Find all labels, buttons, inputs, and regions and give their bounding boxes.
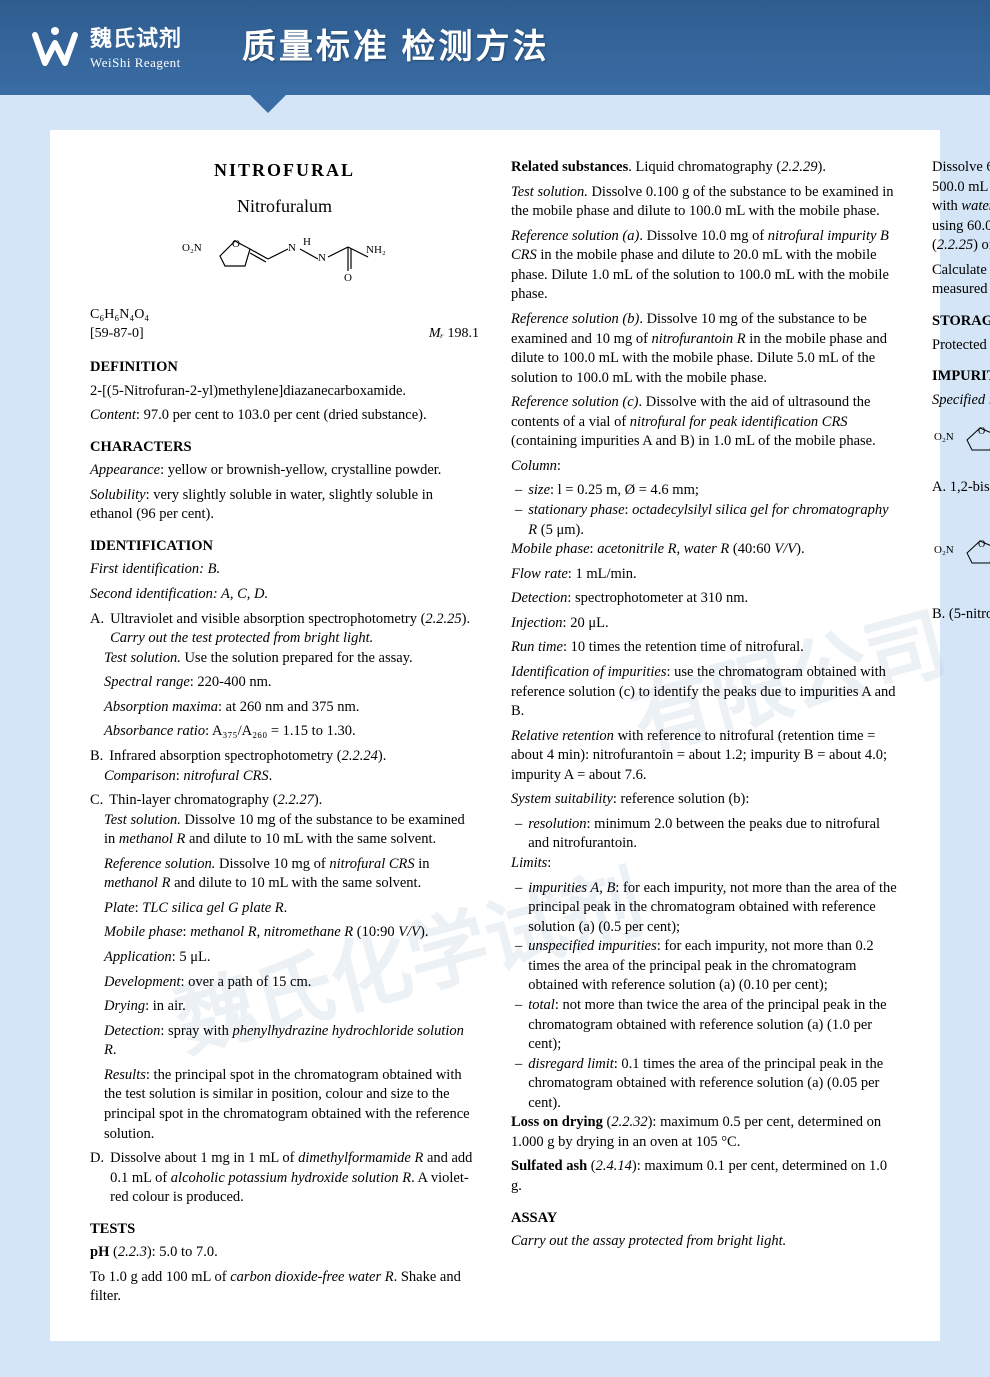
imp-b-name: B. (5-nitrofuran-2-yl)methylene diacetat…	[932, 605, 990, 625]
system-suit: System suitability: reference solution (…	[511, 790, 900, 810]
definition-heading: DEFINITION	[90, 358, 479, 378]
assay-calc: Calculate the content of C₆H₆N₄O₄ from t…	[932, 261, 990, 300]
svg-text:N: N	[288, 242, 296, 254]
id-c-mobile: Mobile phase: methanol R, nitromethane R…	[104, 923, 479, 943]
assay-heading: ASSAY	[511, 1209, 900, 1229]
limit-total: –total: not more than twice the area of …	[515, 996, 900, 1055]
ph: pH (2.2.3): 5.0 to 7.0.	[90, 1243, 479, 1263]
impurities-heading: IMPURITIES	[932, 367, 990, 387]
page-wrap: 魏氏化学试剂 有限公司 NITROFURAL Nitrofuralum O₂N …	[0, 95, 990, 1371]
id-a-max: Absorption maxima: at 260 nm and 375 nm.	[104, 698, 479, 718]
id-c-det: Detection: spray with phenylhydrazine hy…	[104, 1022, 479, 1061]
svg-text:O₂N: O₂N	[182, 242, 202, 254]
imp-spec: Specified impurities: A, B.	[932, 391, 990, 411]
definition-content: Content: 97.0 per cent to 103.0 per cent…	[90, 406, 479, 426]
logo-area: 魏氏试剂 WeiShi Reagent	[30, 23, 182, 73]
limit-disregard: –disregard limit: 0.1 times the area of …	[515, 1055, 900, 1114]
run-time: Run time: 10 times the retention time of…	[511, 638, 900, 658]
rel-retention: Relative retention with reference to nit…	[511, 727, 900, 786]
loss-on-drying: Loss on drying (2.2.32): maximum 0.5 per…	[511, 1113, 900, 1152]
svg-text:O: O	[232, 238, 240, 250]
imp-a-name: A. 1,2-bis[(5-nitrofuran-2-yl)methyliden…	[932, 478, 990, 498]
cas-number: [59-87-0]	[90, 326, 144, 341]
ref-sol-c: Reference solution (c). Dissolve with th…	[511, 393, 900, 452]
test-solution: Test solution. Dissolve 0.100 g of the s…	[511, 183, 900, 222]
id-c-res: Results: the principal spot in the chrom…	[104, 1066, 479, 1144]
content-columns: NITROFURAL Nitrofuralum O₂N O N H N NH₂	[90, 158, 900, 1313]
svg-text:O: O	[978, 426, 985, 437]
svg-text:O: O	[978, 539, 985, 550]
svg-text:O₂N: O₂N	[934, 544, 954, 556]
structure-impurity-a: O₂N O N N O NO₂	[932, 418, 990, 470]
page: 魏氏化学试剂 有限公司 NITROFURAL Nitrofuralum O₂N …	[50, 130, 940, 1341]
column-label: Column:	[511, 457, 900, 477]
ref-sol-b: Reference solution (b). Dissolve 10 mg o…	[511, 310, 900, 388]
svg-text:O₂N: O₂N	[934, 431, 954, 443]
detection: Detection: spectrophotometer at 310 nm.	[511, 589, 900, 609]
assay-carry: Carry out the assay protected from brigh…	[511, 1232, 900, 1252]
title-sub: Nitrofuralum	[90, 194, 479, 218]
resolution: –resolution: minimum 2.0 between the pea…	[515, 815, 900, 854]
injection: Injection: 20 μL.	[511, 614, 900, 634]
header-pointer	[250, 95, 286, 113]
id-a-spec: Spectral range: 220-400 nm.	[104, 673, 479, 693]
id-impurities: Identification of impurities: use the ch…	[511, 663, 900, 722]
flow-rate: Flow rate: 1 mL/min.	[511, 565, 900, 585]
assay-prep: Dissolve 60.0 mg in 20 mL of dimethylfor…	[932, 158, 990, 256]
structure-main: O₂N O N H N NH₂ O	[90, 231, 479, 293]
logo-text: 魏氏试剂 WeiShi Reagent	[90, 24, 182, 71]
svg-text:NH₂: NH₂	[366, 244, 386, 256]
mobile-phase: Mobile phase: acetonitrile R, water R (4…	[511, 540, 900, 560]
svg-text:O: O	[344, 272, 352, 284]
id-c: C.Thin-layer chromatography (2.2.27).	[90, 791, 479, 811]
id-b-comp: Comparison: nitrofural CRS.	[104, 767, 479, 787]
identification-heading: IDENTIFICATION	[90, 537, 479, 557]
limit-ab: –impurities A, B: for each impurity, not…	[515, 879, 900, 938]
id-c-ts: Test solution. Dissolve 10 mg of the sub…	[104, 811, 479, 850]
characters-heading: CHARACTERS	[90, 438, 479, 458]
ref-sol-a: Reference solution (a). Dissolve 10.0 mg…	[511, 227, 900, 305]
header-title: 质量标准 检测方法	[242, 25, 550, 71]
id-a-ts: Test solution. Use the solution prepared…	[104, 649, 479, 669]
formula-cas: C₆H₆N₄O₄ [59-87-0]	[90, 306, 149, 344]
id-c-dev: Development: over a path of 15 cm.	[104, 973, 479, 993]
logo-cn: 魏氏试剂	[90, 24, 182, 54]
definition-name: 2-[(5-Nitrofuran-2-yl)methylene]diazanec…	[90, 382, 479, 402]
storage-heading: STORAGE	[932, 312, 990, 332]
solubility: Solubility: very slightly soluble in wat…	[90, 486, 479, 525]
id-c-dry: Drying: in air.	[104, 997, 479, 1017]
title-main: NITROFURAL	[90, 158, 479, 182]
mol-weight: Mᵣ 198.1	[429, 325, 479, 344]
mol-formula: C₆H₆N₄O₄	[90, 307, 149, 322]
meta-row: C₆H₆N₄O₄ [59-87-0] Mᵣ 198.1	[90, 306, 479, 344]
id-c-plate: Plate: TLC silica gel G plate R.	[104, 899, 479, 919]
ph-prep: To 1.0 g add 100 mL of carbon dioxide-fr…	[90, 1268, 479, 1307]
svg-text:N: N	[318, 252, 326, 264]
appearance: Appearance: yellow or brownish-yellow, c…	[90, 461, 479, 481]
sulfated-ash: Sulfated ash (2.4.14): maximum 0.1 per c…	[511, 1157, 900, 1196]
id-a-ratio: Absorbance ratio: A₃₇₅/A₂₆₀ = 1.15 to 1.…	[104, 722, 479, 742]
tests-heading: TESTS	[90, 1220, 479, 1240]
id-d: D.Dissolve about 1 mg in 1 mL of dimethy…	[90, 1149, 479, 1208]
id-b: B.Infrared absorption spectrophotometry …	[90, 747, 479, 767]
second-id: Second identification: A, C, D.	[90, 585, 479, 605]
id-c-app: Application: 5 μL.	[104, 948, 479, 968]
svg-text:H: H	[303, 236, 311, 248]
storage-txt: Protected from light.	[932, 336, 990, 356]
logo-icon	[30, 23, 80, 73]
id-c-rs: Reference solution. Dissolve 10 mg of ni…	[104, 855, 479, 894]
col-stat: –stationary phase: octadecylsilyl silica…	[515, 501, 900, 540]
related-substances: Related substances. Liquid chromatograph…	[511, 158, 900, 178]
col-size: –size: l = 0.25 m, Ø = 4.6 mm;	[515, 481, 900, 501]
logo-en: WeiShi Reagent	[90, 54, 182, 72]
id-a: A.Ultraviolet and visible absorption spe…	[90, 610, 479, 649]
limits-label: Limits:	[511, 854, 900, 874]
limit-unspec: –unspecified impurities: for each impuri…	[515, 937, 900, 996]
header-bar: 魏氏试剂 WeiShi Reagent 质量标准 检测方法	[0, 0, 990, 95]
first-id: First identification: B.	[90, 560, 479, 580]
structure-impurity-b: O₂N O O CH₃ O O CH₃	[932, 505, 990, 597]
